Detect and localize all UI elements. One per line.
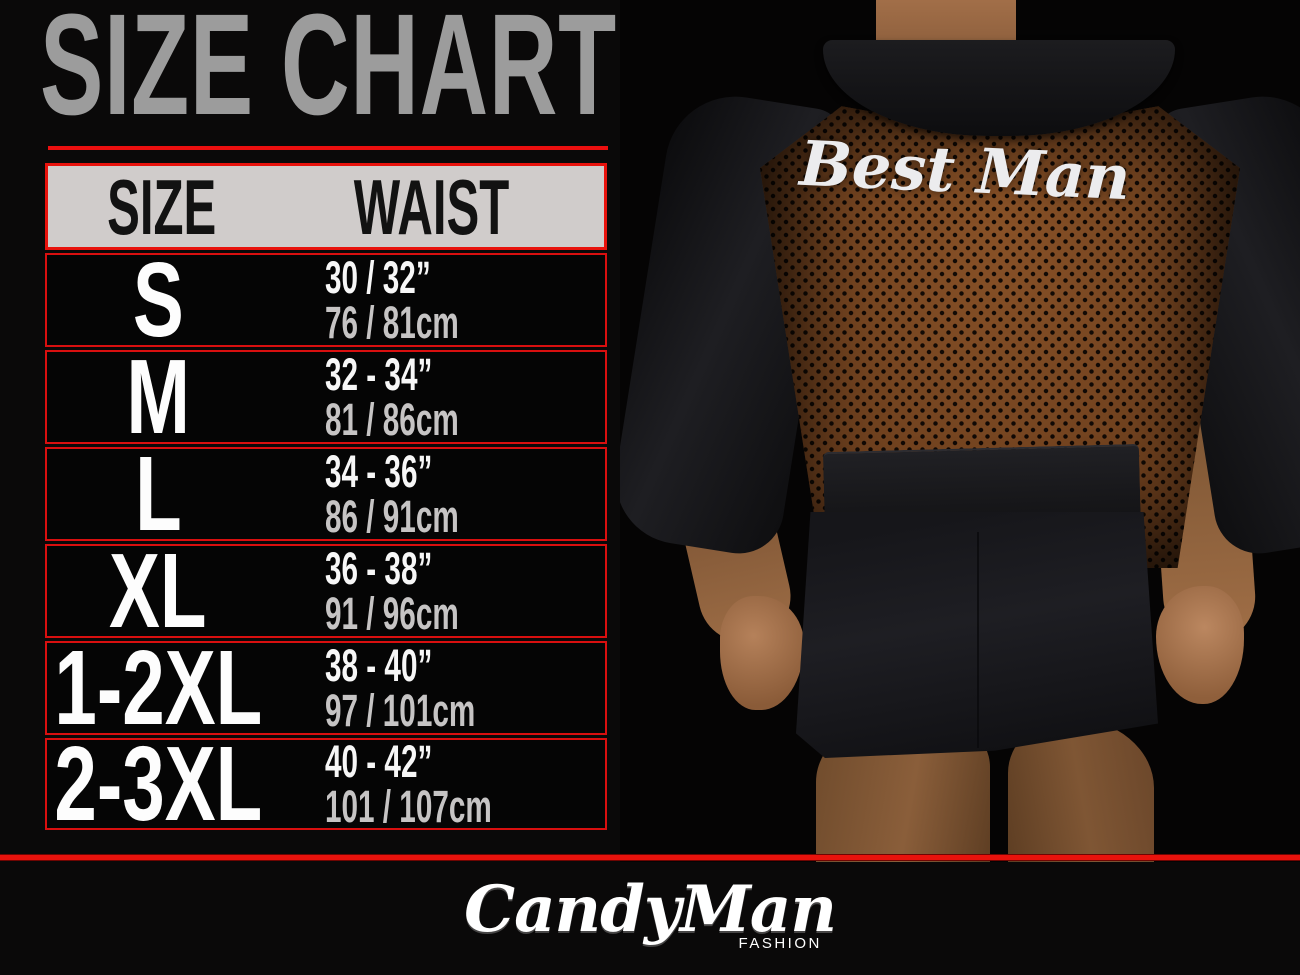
waist-cm: 97 / 101cm bbox=[325, 685, 476, 736]
model-hand-left bbox=[720, 596, 804, 710]
brand-logo: CandyMan FASHION bbox=[0, 866, 1300, 966]
size-cell: L bbox=[134, 435, 182, 553]
column-header-size: SIZE bbox=[107, 162, 217, 251]
brand-name: CandyMan bbox=[464, 872, 837, 947]
table-row: XL 36 - 38” 91 / 96cm bbox=[45, 532, 607, 650]
waist-inches: 32 - 34” bbox=[325, 349, 433, 400]
garment-text: Best Man bbox=[798, 126, 1132, 215]
table-row: 1-2XL 38 - 40” 97 / 101cm bbox=[45, 629, 607, 747]
product-photo: Best Man bbox=[620, 0, 1300, 862]
table-row: M 32 - 34” 81 / 86cm bbox=[45, 338, 607, 456]
title-underline bbox=[48, 146, 608, 150]
table-row: 2-3XL 40 - 42” 101 / 107cm bbox=[45, 725, 607, 843]
robe-skirt-seam bbox=[977, 531, 979, 749]
waist-cm: 81 / 86cm bbox=[325, 394, 459, 445]
size-cell: 2-3XL bbox=[54, 725, 262, 843]
waist-cm: 91 / 96cm bbox=[325, 588, 459, 639]
waist-inches: 34 - 36” bbox=[325, 446, 433, 497]
brand-tagline: FASHION bbox=[738, 935, 822, 952]
table-row: S 30 / 32” 76 / 81cm bbox=[45, 241, 607, 359]
size-cell: S bbox=[132, 241, 184, 359]
model-hand-right bbox=[1156, 586, 1244, 704]
size-cell: 1-2XL bbox=[54, 629, 262, 747]
table-header-row: SIZE WAIST bbox=[45, 163, 607, 250]
size-cell: M bbox=[126, 338, 190, 456]
page-title: SIZE CHART bbox=[40, 0, 617, 145]
footer-divider-line bbox=[0, 855, 1300, 860]
waist-inches: 36 - 38” bbox=[325, 543, 433, 594]
waist-inches: 38 - 40” bbox=[325, 640, 433, 691]
column-header-waist: WAIST bbox=[353, 162, 510, 251]
size-cell: XL bbox=[109, 532, 207, 650]
waist-cm: 86 / 91cm bbox=[325, 491, 459, 542]
waist-inches: 40 - 42” bbox=[325, 736, 433, 787]
waist-cm: 76 / 81cm bbox=[325, 297, 459, 348]
robe-skirt bbox=[796, 512, 1158, 758]
waist-inches: 30 / 32” bbox=[325, 252, 431, 303]
size-table: SIZE WAIST S 30 / 32” 76 / 81cm M 32 - 3… bbox=[45, 163, 607, 843]
table-row: L 34 - 36” 86 / 91cm bbox=[45, 435, 607, 553]
waist-cm: 101 / 107cm bbox=[325, 781, 492, 832]
